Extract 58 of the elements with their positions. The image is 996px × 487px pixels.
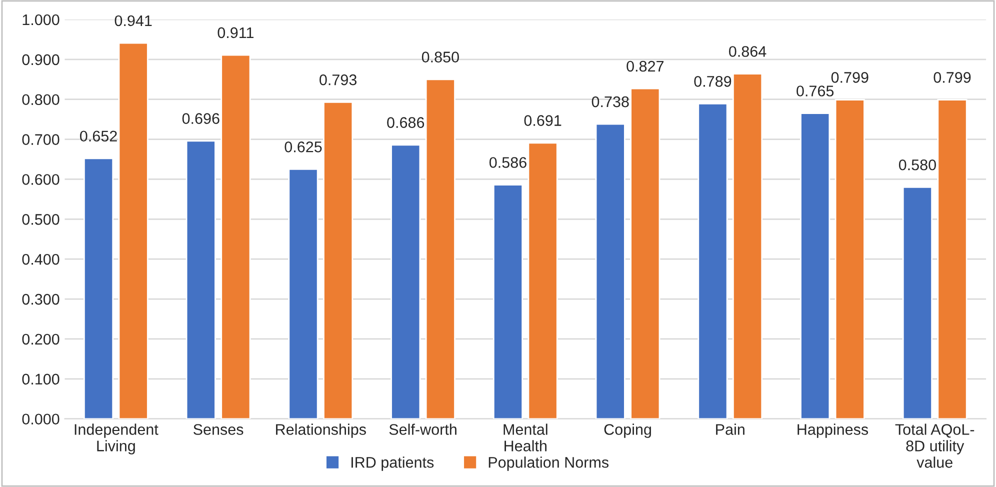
x-tick-label: Mental Health [504, 424, 548, 452]
x-tick-label: Relationships [276, 424, 366, 438]
bar [630, 88, 660, 419]
data-label: 0.625 [284, 142, 322, 152]
data-label: 0.941 [114, 15, 152, 26]
data-label: 0.696 [182, 113, 220, 124]
data-label: 0.799 [934, 72, 971, 83]
bar [834, 99, 865, 419]
bar [732, 73, 763, 419]
data-label: 0.827 [626, 60, 664, 72]
x-tick-label: Pain [716, 424, 744, 435]
x-tick-label: Coping [604, 424, 651, 438]
legend-label: Population Norms [488, 456, 609, 471]
data-label: 0.864 [729, 46, 766, 57]
data-label: 0.691 [524, 115, 562, 126]
y-tick-label: 0.600 [22, 174, 60, 185]
y-tick-label: 0.000 [22, 414, 60, 425]
y-tick-label: 0.300 [22, 294, 60, 305]
data-label: 0.738 [592, 96, 629, 108]
bar [492, 184, 524, 419]
data-label: 0.765 [796, 86, 834, 96]
data-label: 0.789 [694, 76, 732, 87]
y-tick-label: 0.500 [22, 214, 60, 225]
bar [528, 142, 558, 419]
x-tick-label: Happiness [798, 424, 868, 438]
bar [902, 186, 932, 419]
data-label: 0.686 [387, 117, 424, 128]
bar [425, 78, 456, 419]
bar [323, 101, 354, 419]
data-label: 0.586 [489, 157, 526, 168]
data-label: 0.652 [80, 130, 117, 142]
bar [220, 54, 251, 419]
data-label: 0.799 [831, 72, 868, 83]
legend-label: IRD patients [352, 456, 434, 471]
x-tick-label: Senses [194, 424, 244, 435]
bar [83, 158, 114, 419]
bar [698, 103, 728, 419]
data-label: 0.793 [320, 74, 357, 86]
data-label: 0.850 [422, 52, 459, 62]
bar [118, 42, 148, 419]
bar [800, 112, 830, 419]
bar [595, 123, 626, 419]
y-tick-label: 0.200 [22, 334, 60, 345]
y-tick-label: 0.900 [22, 54, 60, 66]
y-tick-label: 0.400 [22, 254, 60, 265]
x-tick-label: Total AQoL- 8D utility value [895, 424, 974, 468]
y-tick-label: 1.000 [22, 14, 60, 26]
y-tick-label: 0.100 [22, 374, 60, 385]
bar [288, 168, 318, 419]
bar [937, 99, 968, 419]
y-tick-label: 0.800 [22, 94, 60, 106]
x-tick-label: Self-worth [389, 424, 456, 435]
bar [390, 144, 421, 419]
x-tick-label: Independent Living [74, 424, 158, 454]
data-label: 0.580 [898, 159, 936, 170]
y-tick-label: 0.700 [22, 134, 60, 145]
bar [186, 140, 216, 419]
data-label: 0.911 [218, 27, 254, 38]
